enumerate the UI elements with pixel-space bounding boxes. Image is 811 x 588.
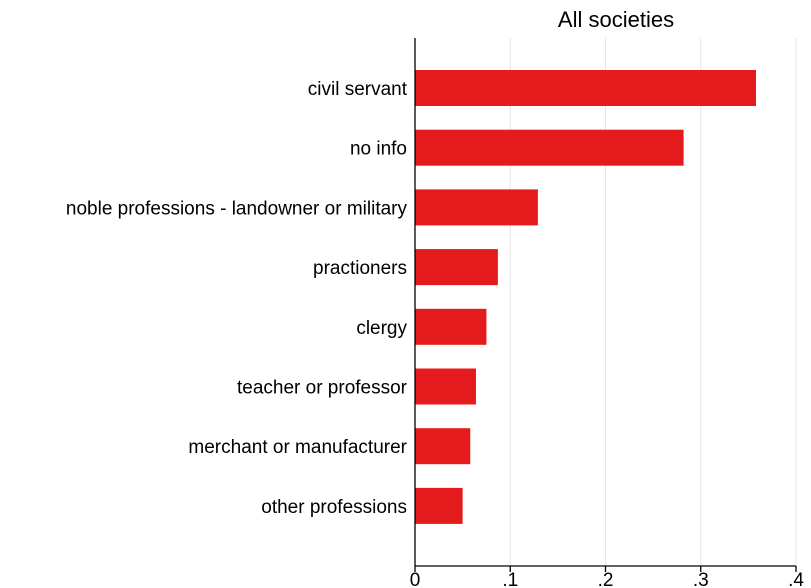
x-tick-label-2: .2 bbox=[598, 570, 614, 588]
category-label-3: practioners bbox=[313, 258, 407, 279]
category-labels: civil servant no info noble professions - … bbox=[66, 79, 408, 518]
x-tick-label-0: 0 bbox=[410, 570, 421, 588]
bar-3 bbox=[415, 249, 498, 286]
bar-0 bbox=[415, 70, 756, 106]
bar-1 bbox=[415, 129, 684, 166]
bars bbox=[415, 70, 756, 524]
x-tick-label-1: .1 bbox=[502, 570, 518, 588]
category-label-5: teacher or professor bbox=[237, 378, 408, 399]
category-label-4: clergy bbox=[356, 318, 407, 339]
bar-7 bbox=[415, 487, 463, 524]
category-label-2: noble professions - landowner or militar… bbox=[66, 198, 408, 219]
gridlines bbox=[509, 38, 797, 566]
x-axis-ticks: 0 .1 .2 .3 .4 bbox=[410, 566, 804, 588]
category-label-7: other professions bbox=[261, 497, 407, 518]
x-tick-label-3: .3 bbox=[693, 570, 709, 588]
category-label-0: civil servant bbox=[308, 79, 408, 100]
x-tick-label-4: .4 bbox=[788, 570, 804, 588]
bar-4 bbox=[415, 308, 487, 345]
bar-5 bbox=[415, 368, 476, 405]
chart-title: All societies bbox=[558, 7, 674, 32]
category-label-1: no info bbox=[350, 139, 407, 160]
category-label-6: merchant or manufacturer bbox=[188, 437, 407, 458]
bar-2 bbox=[415, 189, 538, 226]
bar-6 bbox=[415, 428, 471, 465]
